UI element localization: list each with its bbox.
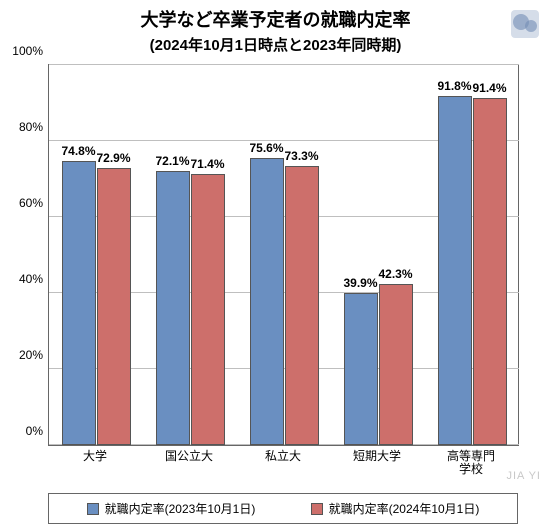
legend-item: 就職内定率(2024年10月1日) bbox=[311, 500, 480, 517]
bar: 73.3% bbox=[285, 166, 319, 445]
y-tick-label: 80% bbox=[19, 120, 49, 134]
y-tick-label: 0% bbox=[26, 424, 49, 438]
bar: 75.6% bbox=[250, 158, 284, 445]
bar-group: 39.9%42.3% bbox=[344, 284, 413, 445]
x-tick-label: 高等専門学校 bbox=[447, 450, 495, 476]
bar-value-label: 74.8% bbox=[61, 144, 95, 158]
y-tick-label: 60% bbox=[19, 196, 49, 210]
legend-label: 就職内定率(2024年10月1日) bbox=[329, 500, 480, 517]
bar-value-label: 75.6% bbox=[249, 141, 283, 155]
y-tick-label: 100% bbox=[12, 44, 49, 58]
x-tick-label: 大学 bbox=[83, 450, 107, 463]
plot-area: 0%20%40%60%80%100%74.8%72.9%72.1%71.4%75… bbox=[48, 64, 519, 446]
logo-icon bbox=[505, 4, 545, 44]
bar-value-label: 39.9% bbox=[343, 276, 377, 290]
gridline bbox=[49, 64, 519, 65]
y-tick-label: 40% bbox=[19, 272, 49, 286]
bar: 39.9% bbox=[344, 293, 378, 445]
bar: 71.4% bbox=[191, 174, 225, 445]
bar: 72.1% bbox=[156, 171, 190, 445]
bar: 72.9% bbox=[97, 168, 131, 445]
watermark: JIA YI bbox=[506, 470, 541, 482]
bar: 91.4% bbox=[473, 98, 507, 445]
legend: 就職内定率(2023年10月1日) 就職内定率(2024年10月1日) bbox=[48, 493, 518, 524]
x-tick-label: 国公立大 bbox=[165, 450, 213, 463]
y-tick-label: 20% bbox=[19, 348, 49, 362]
x-axis-labels: 大学 国公立大 私立大 短期大学 高等専門学校 bbox=[48, 448, 518, 482]
chart-container: 大学など卒業予定者の就職内定率 (2024年10月1日時点と2023年同時期) … bbox=[0, 0, 551, 532]
bar-value-label: 71.4% bbox=[190, 157, 224, 171]
bar-value-label: 73.3% bbox=[284, 149, 318, 163]
legend-swatch-icon bbox=[87, 503, 99, 515]
x-tick-label: 私立大 bbox=[265, 450, 301, 463]
bar-group: 91.8%91.4% bbox=[438, 96, 507, 445]
x-tick-label: 短期大学 bbox=[353, 450, 401, 463]
legend-item: 就職内定率(2023年10月1日) bbox=[87, 500, 256, 517]
bar-group: 74.8%72.9% bbox=[62, 161, 131, 445]
bar: 42.3% bbox=[379, 284, 413, 445]
bar-value-label: 91.4% bbox=[472, 81, 506, 95]
bar-value-label: 72.9% bbox=[96, 151, 130, 165]
chart-title: 大学など卒業予定者の就職内定率 bbox=[0, 0, 551, 32]
bar: 91.8% bbox=[438, 96, 472, 445]
bar-value-label: 91.8% bbox=[437, 79, 471, 93]
legend-swatch-icon bbox=[311, 503, 323, 515]
plot-right-border bbox=[518, 65, 519, 445]
bar: 74.8% bbox=[62, 161, 96, 445]
legend-label: 就職内定率(2023年10月1日) bbox=[105, 500, 256, 517]
bar-value-label: 42.3% bbox=[378, 267, 412, 281]
bar-value-label: 72.1% bbox=[155, 154, 189, 168]
chart-subtitle: (2024年10月1日時点と2023年同時期) bbox=[0, 34, 551, 55]
bar-group: 72.1%71.4% bbox=[156, 171, 225, 445]
bar-group: 75.6%73.3% bbox=[250, 158, 319, 445]
